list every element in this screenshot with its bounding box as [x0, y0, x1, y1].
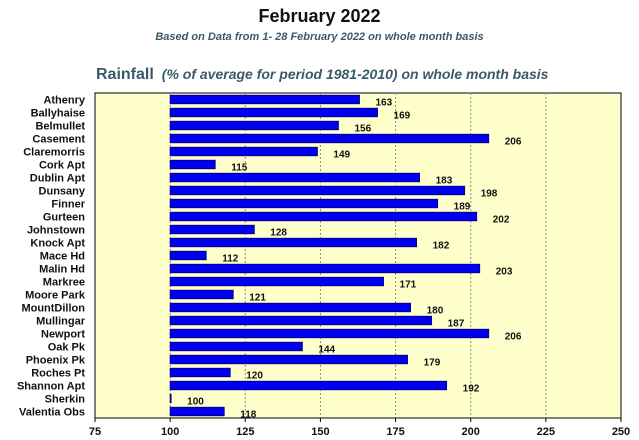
category-labels: AthenryBallyhaiseBelmulletCasementClarem…	[17, 95, 86, 419]
bar	[169, 146, 318, 157]
bar	[169, 289, 234, 300]
bar	[169, 328, 490, 339]
page-title: February 2022	[258, 6, 381, 26]
value-label: 206	[505, 137, 522, 148]
value-label: 115	[231, 163, 248, 174]
value-label: 202	[493, 215, 510, 226]
category-label: Casement	[32, 134, 85, 146]
category-label: Markree	[43, 277, 85, 289]
category-label: Mace Hd	[40, 251, 85, 263]
bar	[169, 185, 466, 196]
value-label: 203	[496, 267, 513, 278]
category-label: Phoenix Pk	[26, 355, 86, 367]
tick-label: 75	[89, 426, 101, 438]
bars	[169, 94, 490, 417]
category-label: Dunsany	[39, 186, 86, 198]
value-label: 179	[424, 358, 441, 369]
category-label: Shannon Apt	[17, 381, 85, 393]
value-label: 183	[436, 176, 453, 187]
tick-label: 225	[537, 426, 555, 438]
bar	[169, 120, 339, 131]
bar	[169, 315, 433, 326]
value-label: 180	[427, 306, 444, 317]
bar	[169, 107, 378, 118]
tick-label: 100	[161, 426, 179, 438]
value-label: 206	[505, 332, 522, 343]
value-label: 192	[463, 384, 480, 395]
value-label: 120	[246, 371, 263, 382]
category-label: Dublin Apt	[30, 173, 86, 185]
value-label: 149	[333, 150, 350, 161]
value-label: 182	[433, 241, 450, 252]
bar	[169, 354, 408, 365]
bar	[169, 198, 439, 209]
value-label: 171	[400, 280, 417, 291]
value-label: 144	[318, 345, 335, 356]
value-label: 112	[222, 254, 239, 265]
bar	[169, 302, 411, 313]
category-label: Malin Hd	[39, 264, 85, 276]
tick-label: 200	[462, 426, 480, 438]
chart-heading: Rainfall (% of average for period 1981-20…	[96, 66, 548, 84]
tick-label: 125	[236, 426, 254, 438]
value-label: 187	[448, 319, 465, 330]
bar	[169, 133, 490, 144]
category-label: Claremorris	[23, 147, 85, 159]
tick-label: 150	[311, 426, 329, 438]
category-label: Gurteen	[43, 212, 85, 224]
bar	[169, 159, 216, 170]
category-label: MountDillon	[21, 303, 85, 315]
value-label: 198	[481, 189, 498, 200]
category-label: Newport	[41, 329, 85, 341]
category-label: Oak Pk	[48, 342, 86, 354]
chart-heading-note: (% of average for period 1981-2010) on w…	[161, 66, 549, 82]
bar	[169, 250, 207, 261]
bar	[169, 393, 172, 404]
bar	[169, 263, 481, 274]
bar	[169, 172, 421, 183]
value-label: 100	[187, 397, 204, 408]
value-label: 118	[240, 410, 257, 421]
value-label: 121	[249, 293, 266, 304]
category-label: Valentia Obs	[19, 407, 85, 419]
value-label: 189	[454, 202, 471, 213]
category-label: Roches Pt	[31, 368, 85, 380]
bar	[169, 406, 225, 417]
chart-heading-main: Rainfall	[96, 66, 154, 83]
value-label: 163	[376, 98, 393, 109]
bar	[169, 367, 231, 378]
bar	[169, 276, 384, 287]
category-label: Ballyhaise	[31, 108, 85, 120]
category-label: Belmullet	[35, 121, 85, 133]
bar	[169, 380, 448, 391]
page-subtitle: Based on Data from 1- 28 February 2022 o…	[155, 31, 484, 43]
bar	[169, 341, 303, 352]
category-label: Finner	[51, 199, 85, 211]
x-axis-ticks: 75 100 125 150 175 200 225 250	[89, 418, 630, 438]
tick-label: 175	[386, 426, 404, 438]
category-label: Moore Park	[25, 290, 86, 302]
category-label: Athenry	[43, 95, 85, 107]
category-label: Knock Apt	[30, 238, 85, 250]
tick-label: 250	[612, 426, 630, 438]
value-label: 128	[270, 228, 287, 239]
bar	[169, 94, 360, 105]
category-label: Johnstown	[27, 225, 85, 237]
bar	[169, 224, 255, 235]
category-label: Mullingar	[36, 316, 86, 328]
bar	[169, 237, 418, 248]
category-label: Sherkin	[45, 394, 86, 406]
value-label: 156	[354, 124, 371, 135]
value-label: 169	[394, 111, 411, 122]
bar	[169, 211, 478, 222]
category-label: Cork Apt	[39, 160, 85, 172]
